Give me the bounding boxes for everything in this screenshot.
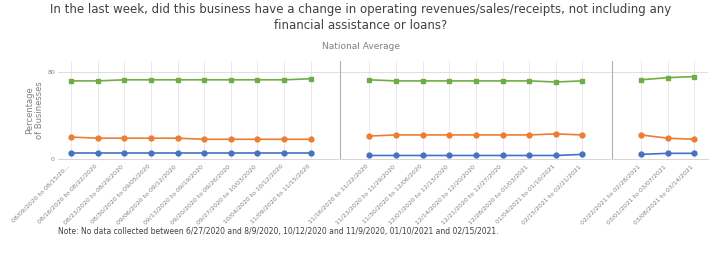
- Y-axis label: Percentage
of Businesses: Percentage of Businesses: [25, 81, 45, 139]
- Text: Note: No data collected between 6/27/2020 and 8/9/2020, 10/12/2020 and 11/9/2020: Note: No data collected between 6/27/202…: [58, 227, 498, 236]
- Text: National Average: National Average: [322, 42, 400, 51]
- Text: In the last week, did this business have a change in operating revenues/sales/re: In the last week, did this business have…: [51, 3, 671, 31]
